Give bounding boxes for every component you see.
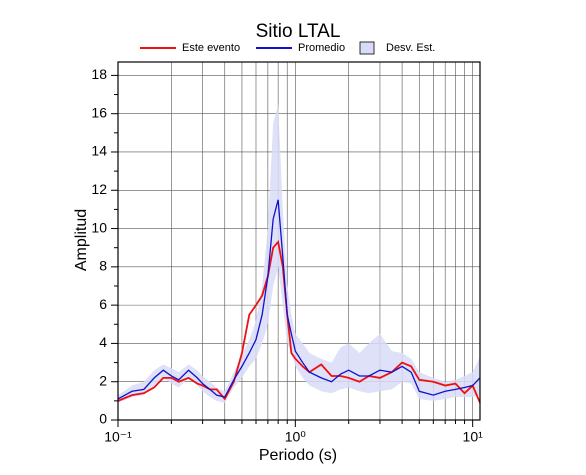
legend-label: Promedio xyxy=(298,42,345,54)
y-tick-label: 10 xyxy=(91,219,107,235)
x-tick-label: 10¹ xyxy=(463,429,484,445)
y-tick-label: 8 xyxy=(99,258,107,274)
chart-title: Sitio LTAL xyxy=(256,21,341,42)
legend-label: Este evento xyxy=(182,42,240,54)
x-axis-label: Periodo (s) xyxy=(259,447,337,464)
y-tick-label: 12 xyxy=(91,181,107,197)
y-tick-label: 16 xyxy=(91,104,107,120)
y-tick-label: 2 xyxy=(99,372,107,388)
std-band xyxy=(118,104,480,403)
line xyxy=(117,199,481,400)
y-axis-label: Amplitud xyxy=(73,209,90,271)
x-tick-label: 10⁻¹ xyxy=(104,429,132,445)
y-tick-label: 18 xyxy=(91,66,107,82)
y-tick-label: 6 xyxy=(99,296,107,312)
plot-frame xyxy=(117,61,481,421)
legend-swatch xyxy=(359,41,375,55)
y-tick-label: 0 xyxy=(99,411,107,427)
legend-label: Desv. Est. xyxy=(386,42,435,54)
x-tick-label: 10⁰ xyxy=(285,429,307,445)
y-tick-label: 14 xyxy=(91,143,107,159)
y-tick-label: 4 xyxy=(99,334,107,350)
